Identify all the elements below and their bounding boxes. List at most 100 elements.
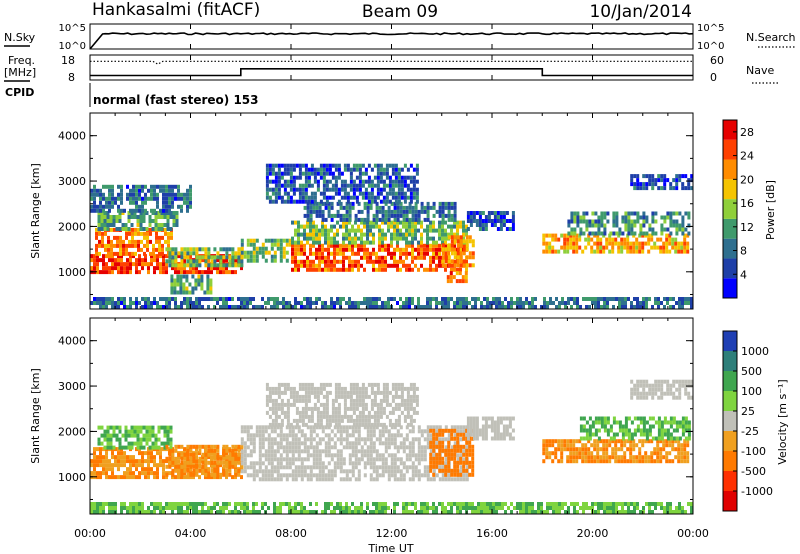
velocity-cell bbox=[237, 460, 241, 465]
power-cell bbox=[315, 213, 319, 218]
power-cell bbox=[126, 266, 129, 271]
velocity-cell bbox=[339, 453, 343, 458]
velocity-cell bbox=[397, 402, 401, 407]
power-cell bbox=[346, 183, 350, 188]
power-cell bbox=[388, 175, 392, 180]
power-cell bbox=[115, 215, 119, 219]
power-cell bbox=[363, 243, 366, 248]
velocity-cell bbox=[334, 410, 338, 415]
velocity-cell bbox=[423, 469, 427, 474]
power-cell bbox=[309, 267, 312, 272]
velocity-cell bbox=[225, 455, 228, 460]
power-cell bbox=[621, 219, 625, 224]
power-cell bbox=[402, 217, 406, 222]
velocity-cell bbox=[136, 441, 140, 446]
power-cell bbox=[650, 245, 654, 250]
power-cell bbox=[399, 213, 403, 218]
power-cell bbox=[495, 297, 498, 301]
velocity-cell bbox=[324, 473, 328, 478]
power-cell bbox=[179, 286, 183, 291]
power-cell bbox=[192, 259, 196, 264]
power-cell bbox=[444, 213, 448, 218]
velocity-cell bbox=[623, 455, 627, 460]
power-cell bbox=[420, 224, 423, 229]
velocity-cell bbox=[276, 457, 280, 462]
velocity-cell bbox=[345, 425, 349, 430]
power-cell bbox=[402, 205, 406, 210]
power-cell bbox=[405, 247, 408, 252]
power-cell bbox=[354, 305, 357, 309]
velocity-cell bbox=[490, 416, 494, 421]
range-tick-label: 4000 bbox=[58, 130, 86, 143]
power-cell bbox=[411, 243, 414, 248]
power-cell bbox=[277, 171, 281, 176]
power-cell bbox=[669, 219, 673, 224]
power-cell bbox=[336, 209, 340, 214]
velocity-cell bbox=[307, 382, 311, 387]
power-cell bbox=[489, 301, 492, 305]
velocity-cell bbox=[614, 459, 618, 464]
power-cell bbox=[582, 211, 586, 216]
power-cell bbox=[342, 259, 345, 264]
velocity-cell bbox=[376, 406, 380, 411]
velocity-cell bbox=[139, 437, 143, 442]
power-cell bbox=[373, 183, 377, 188]
velocity-cell bbox=[596, 439, 600, 444]
velocity-cell bbox=[309, 429, 313, 434]
power-cell bbox=[423, 205, 427, 210]
power-cell bbox=[348, 209, 352, 214]
power-cell bbox=[450, 297, 453, 301]
power-cell bbox=[642, 174, 646, 179]
power-cell bbox=[96, 270, 99, 275]
power-cell bbox=[289, 175, 293, 180]
velocity-cell bbox=[273, 457, 277, 462]
power-cell bbox=[381, 243, 384, 248]
power-cell bbox=[490, 219, 494, 223]
power-cell bbox=[393, 297, 396, 301]
power-cell bbox=[569, 233, 573, 238]
power-cell bbox=[282, 250, 286, 255]
velocity-cell bbox=[343, 414, 347, 419]
power-cell bbox=[684, 211, 688, 216]
power-cell bbox=[321, 259, 324, 264]
velocity-cell bbox=[348, 433, 352, 438]
power-cell bbox=[171, 196, 174, 201]
power-cell bbox=[109, 223, 113, 227]
velocity-cell bbox=[162, 471, 165, 476]
power-cell bbox=[138, 270, 141, 275]
velocity-cell bbox=[322, 382, 326, 387]
power-cell bbox=[375, 213, 379, 218]
velocity-cell bbox=[369, 457, 373, 462]
velocity-cell bbox=[124, 433, 128, 438]
velocity-cell bbox=[459, 429, 463, 434]
power-cell bbox=[357, 251, 360, 256]
velocity-cell bbox=[370, 414, 374, 419]
power-cell bbox=[456, 251, 460, 256]
power-cell bbox=[306, 236, 309, 241]
power-cell bbox=[505, 227, 509, 231]
velocity-cell bbox=[396, 429, 400, 434]
power-cell bbox=[307, 167, 311, 172]
velocity-cell bbox=[402, 437, 406, 442]
power-cell bbox=[654, 301, 657, 305]
power-cell bbox=[93, 262, 96, 267]
velocity-cell bbox=[388, 418, 392, 423]
power-cell bbox=[456, 235, 460, 240]
power-cell bbox=[158, 235, 161, 240]
power-cell bbox=[597, 227, 601, 232]
power-cell bbox=[426, 240, 429, 245]
velocity-cell bbox=[243, 441, 247, 446]
power-cell bbox=[663, 219, 667, 224]
velocity-cell bbox=[231, 475, 234, 480]
velocity-cell bbox=[331, 406, 335, 411]
velocity-cell bbox=[258, 449, 262, 454]
velocity-cell bbox=[312, 437, 316, 442]
power-cell bbox=[611, 249, 615, 254]
power-cell bbox=[135, 297, 138, 301]
power-cell bbox=[364, 179, 368, 184]
velocity-cell bbox=[354, 437, 358, 442]
power-cell bbox=[409, 179, 413, 184]
power-cell bbox=[366, 232, 369, 237]
power-cell bbox=[135, 258, 138, 263]
power-cell bbox=[426, 236, 429, 241]
